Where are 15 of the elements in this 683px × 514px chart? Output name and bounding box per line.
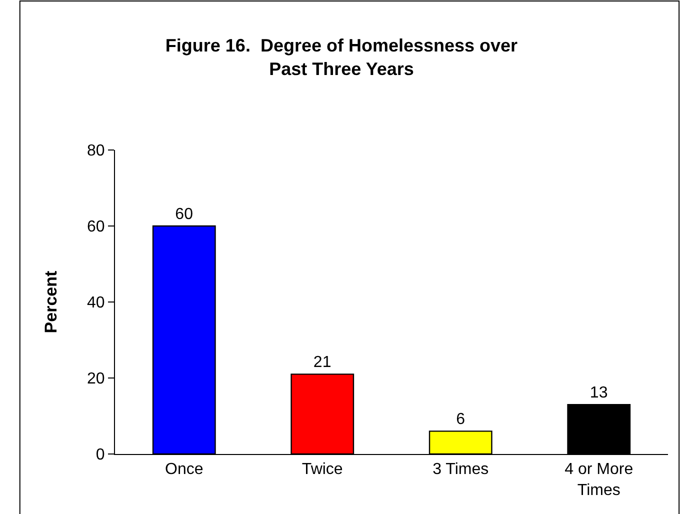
chart-title: Figure 16. Degree of Homelessness over Past Three Years — [165, 35, 518, 79]
x-tick-label: Once — [165, 461, 204, 478]
data-label: 6 — [456, 411, 466, 428]
y-tick-label: 80 — [87, 142, 105, 160]
y-tick-label: 0 — [96, 446, 105, 464]
x-tick-label: Twice — [302, 461, 343, 478]
data-label: 60 — [175, 206, 194, 223]
y-tick-label: 20 — [87, 370, 105, 388]
x-tick-label: 4 or More Times — [564, 461, 634, 499]
y-tick-label: 40 — [87, 294, 105, 312]
data-label: 13 — [590, 384, 608, 402]
data-label: 21 — [313, 354, 332, 372]
y-axis-title: Percent — [42, 270, 61, 334]
x-tick-label: 3 Times — [432, 461, 489, 478]
y-tick-label: 60 — [87, 218, 105, 236]
